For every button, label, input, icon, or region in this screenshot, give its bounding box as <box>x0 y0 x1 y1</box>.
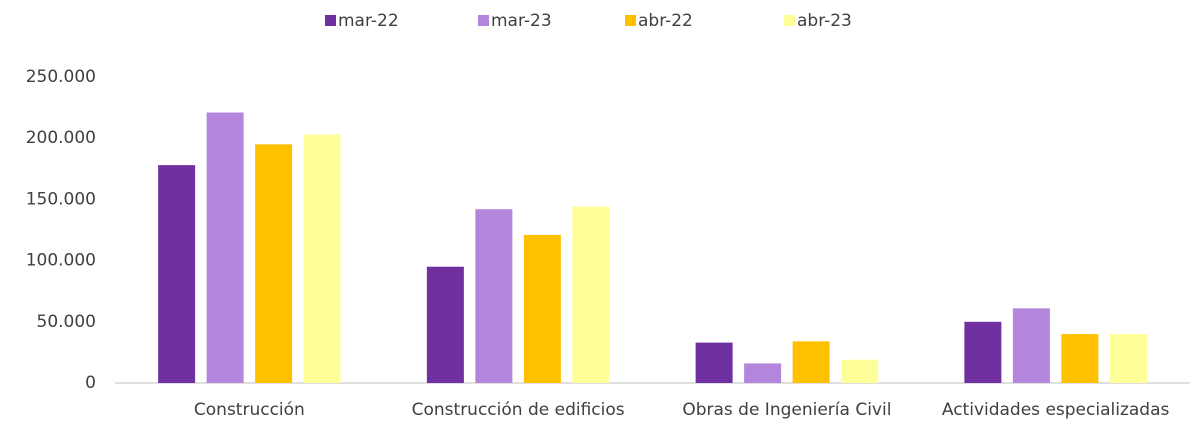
bar <box>255 144 293 383</box>
bar <box>1061 334 1099 383</box>
bar <box>572 206 610 383</box>
bar <box>206 112 244 383</box>
legend-swatch <box>784 15 795 26</box>
bar <box>841 359 879 383</box>
x-tick-label: Obras de Ingeniería Civil <box>682 400 891 420</box>
legend-swatch <box>478 15 489 26</box>
y-tick-label: 150.000 <box>26 189 96 209</box>
bar <box>426 266 464 383</box>
bar <box>303 134 341 383</box>
legend-label: mar-23 <box>491 11 552 31</box>
bar <box>792 341 830 383</box>
x-tick-label: Construcción <box>194 400 305 420</box>
bar <box>1012 308 1050 383</box>
bar <box>523 234 561 383</box>
bar <box>1109 334 1147 383</box>
y-tick-label: 50.000 <box>37 312 96 332</box>
legend-swatch <box>625 15 636 26</box>
bar <box>475 209 513 383</box>
x-tick-label: Construcción de edificios <box>412 400 625 420</box>
legend-label: abr-22 <box>638 11 693 31</box>
bar <box>744 363 782 383</box>
y-tick-label: 100.000 <box>26 251 96 271</box>
y-tick-label: 0 <box>85 373 96 393</box>
legend-swatch <box>325 15 336 26</box>
y-tick-label: 250.000 <box>26 67 96 87</box>
bar <box>964 321 1002 383</box>
legend-label: abr-23 <box>797 11 852 31</box>
legend-label: mar-22 <box>338 11 399 31</box>
x-tick-label: Actividades especializadas <box>942 400 1170 420</box>
bar <box>158 165 196 383</box>
y-tick-label: 200.000 <box>26 128 96 148</box>
bar <box>695 342 733 383</box>
